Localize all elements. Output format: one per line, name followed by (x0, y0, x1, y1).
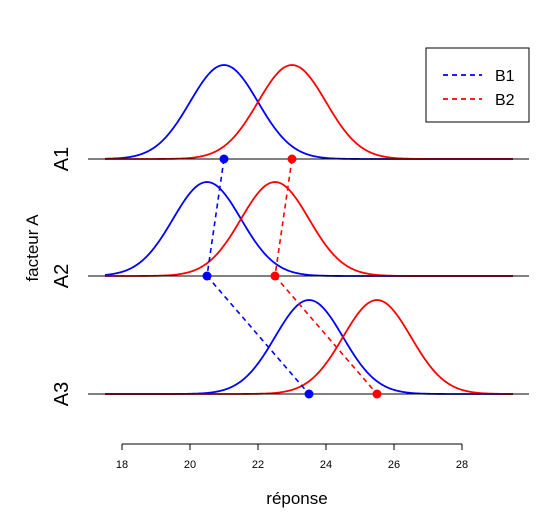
mean-point-b2-a1 (287, 154, 297, 164)
mean-points (202, 154, 382, 399)
row-label-a3: A3 (51, 382, 73, 406)
x-tick-label-18: 18 (116, 459, 128, 471)
x-tick-label-20: 20 (184, 459, 196, 471)
connector-b2-2 (274, 275, 378, 395)
x-axis-title: réponse (266, 489, 327, 508)
connector-b2-1 (274, 158, 293, 277)
mean-point-b2-a2 (270, 271, 280, 281)
x-tick-label-22: 22 (252, 459, 264, 471)
density-b2-a3 (105, 299, 514, 395)
x-axis: 18 20 22 24 26 28 (116, 443, 468, 471)
mean-point-b1-a1 (219, 154, 229, 164)
row-baselines (88, 158, 529, 395)
x-tick-label-26: 26 (388, 459, 400, 471)
legend-label-b1: B1 (495, 68, 515, 85)
connector-b1-2 (206, 275, 310, 395)
mean-connectors (206, 158, 378, 395)
mean-point-b2-a3 (372, 389, 382, 399)
legend-box (425, 47, 530, 123)
x-tick-label-24: 24 (320, 459, 332, 471)
row-label-a2: A2 (51, 264, 73, 288)
connector-b1-1 (206, 158, 225, 277)
density-b1-a3 (105, 299, 513, 395)
row-labels: A1 A2 A3 (51, 147, 73, 406)
legend-label-b2: B2 (495, 92, 515, 109)
density-b1-a2 (104, 181, 513, 277)
y-axis-title: facteur A (23, 214, 42, 282)
mean-point-b1-a3 (304, 389, 314, 399)
row-label-a1: A1 (51, 147, 73, 171)
mean-point-b1-a2 (202, 271, 212, 281)
x-tick-label-28: 28 (456, 459, 468, 471)
